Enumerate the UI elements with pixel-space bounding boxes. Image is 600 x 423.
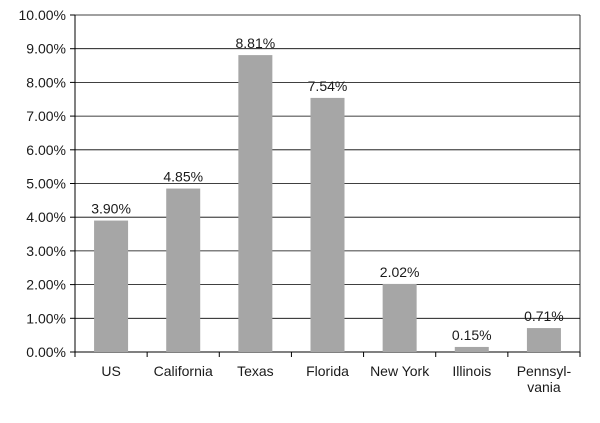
y-tick-label: 3.00% xyxy=(26,243,66,259)
bar xyxy=(166,188,201,352)
data-label: 3.90% xyxy=(91,201,131,217)
x-tick-label: Pennsyl- xyxy=(517,363,572,379)
y-tick-label: 0.00% xyxy=(26,344,66,360)
y-tick-label: 1.00% xyxy=(26,310,66,326)
x-tick-label: US xyxy=(101,363,120,379)
bar xyxy=(310,97,345,352)
bar xyxy=(382,283,417,352)
x-tick-label: vania xyxy=(527,379,561,395)
x-tick-label: Florida xyxy=(306,363,349,379)
y-tick-label: 9.00% xyxy=(26,41,66,57)
x-tick-label: New York xyxy=(370,363,430,379)
y-tick-label: 10.00% xyxy=(19,7,66,23)
data-label: 0.15% xyxy=(452,327,492,343)
data-label: 8.81% xyxy=(236,35,276,51)
bar xyxy=(238,55,273,353)
y-tick-label: 6.00% xyxy=(26,142,66,158)
y-tick-label: 7.00% xyxy=(26,108,66,124)
data-label: 2.02% xyxy=(380,264,420,280)
y-tick-label: 2.00% xyxy=(26,277,66,293)
x-tick-label: Illinois xyxy=(452,363,491,379)
bar xyxy=(454,346,489,352)
data-label: 4.85% xyxy=(163,169,203,185)
bar xyxy=(526,328,561,352)
y-tick-label: 5.00% xyxy=(26,176,66,192)
data-label: 0.71% xyxy=(524,308,564,324)
y-tick-label: 8.00% xyxy=(26,74,66,90)
data-label: 7.54% xyxy=(308,78,348,94)
x-tick-label: California xyxy=(154,363,213,379)
x-tick-label: Texas xyxy=(237,363,274,379)
bar xyxy=(94,220,129,352)
y-tick-label: 4.00% xyxy=(26,209,66,225)
